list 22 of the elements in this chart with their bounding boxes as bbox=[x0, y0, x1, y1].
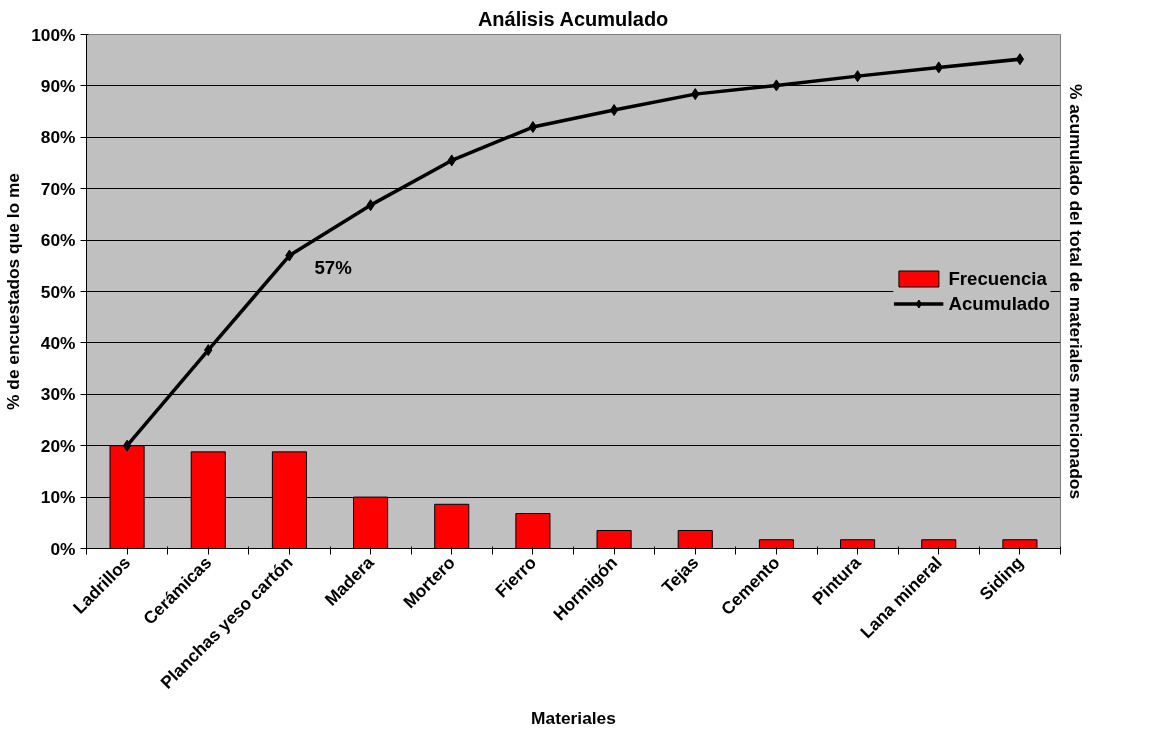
y-axis-title: % de encuestados que lo me bbox=[3, 172, 24, 410]
chart-title: Análisis Acumulado bbox=[477, 7, 669, 30]
y-tick-label: 60% bbox=[40, 230, 76, 251]
y-tick-label: 90% bbox=[40, 75, 76, 96]
legend-label: Frecuencia bbox=[948, 267, 1047, 290]
y-tick-label: 40% bbox=[40, 332, 76, 353]
y-tick-label: 100% bbox=[31, 24, 76, 45]
point bbox=[122, 439, 132, 452]
y-tick-label: 80% bbox=[40, 127, 76, 148]
point bbox=[609, 104, 619, 117]
y-tick-label: 50% bbox=[40, 281, 76, 302]
y-tick-label: 0% bbox=[50, 538, 76, 559]
y-tick-label: 20% bbox=[40, 435, 76, 456]
y-tick-label: 10% bbox=[40, 487, 76, 508]
y2-axis-title: % acumulado del total de materiales mencionados bbox=[1065, 83, 1086, 500]
y-tick-label: 30% bbox=[40, 384, 76, 405]
annotation: 57% bbox=[314, 256, 353, 278]
point bbox=[528, 121, 538, 134]
y-tick-label: 70% bbox=[40, 178, 76, 199]
point bbox=[1015, 53, 1025, 66]
legend-label: Acumulado bbox=[948, 292, 1050, 315]
x-axis-title: Materiales bbox=[531, 707, 616, 728]
